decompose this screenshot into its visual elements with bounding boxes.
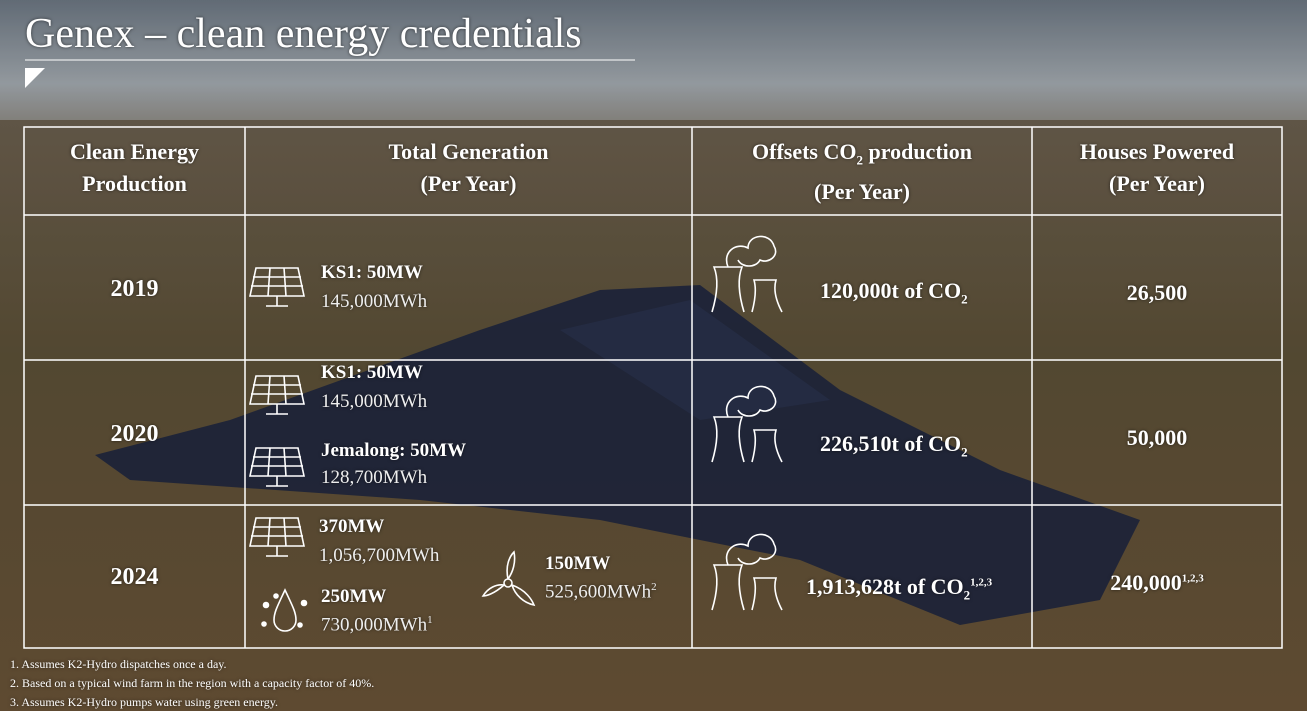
- header-cell: Houses Powered (Per Year): [1032, 136, 1282, 200]
- output: 1,056,700MWh: [319, 545, 439, 567]
- offset-text: 1,913,628t of CO: [806, 574, 964, 599]
- header-text: (Per Year): [421, 171, 517, 196]
- houses: 50,000: [1032, 425, 1282, 451]
- superscript: 1,2,3: [1182, 573, 1204, 585]
- footnote: 2. Based on a typical wind farm in the r…: [10, 676, 374, 691]
- subscript: 2: [961, 444, 968, 459]
- header-text: Clean Energy: [70, 139, 199, 164]
- header-text: Production: [82, 171, 187, 196]
- co2-offset: 1,913,628t of CO21,2,3: [806, 574, 992, 603]
- slide-title: Genex – clean energy credentials: [25, 10, 582, 58]
- output-text: 730,000MWh: [321, 614, 427, 635]
- subscript: 2: [856, 152, 863, 167]
- header-text: Houses Powered: [1080, 139, 1234, 164]
- background: [0, 0, 1307, 711]
- houses: 240,0001,2,3: [1032, 570, 1282, 596]
- subscript: 2: [961, 291, 968, 306]
- output: 145,000MWh: [321, 391, 427, 413]
- slide: Genex – clean energy credentials Clean E…: [0, 0, 1307, 711]
- offset-text: 226,510t of CO: [820, 431, 961, 456]
- houses-text: 240,000: [1110, 570, 1182, 595]
- header-cell: Clean Energy Production: [24, 136, 245, 200]
- header-text: (Per Year): [1109, 171, 1205, 196]
- houses: 26,500: [1032, 280, 1282, 306]
- header-text: Offsets CO: [752, 139, 856, 164]
- capacity: 150MW: [545, 553, 610, 575]
- year: 2024: [24, 564, 245, 591]
- superscript: 1: [427, 614, 433, 626]
- capacity: Jemalong: 50MW: [321, 440, 466, 462]
- footnote: 1. Assumes K2-Hydro dispatches once a da…: [10, 657, 227, 672]
- capacity: 370MW: [319, 516, 384, 538]
- offset-text: 120,000t of CO: [820, 278, 961, 303]
- co2-offset: 226,510t of CO2: [820, 431, 968, 460]
- superscript: 1,2,3: [970, 577, 992, 589]
- output: 145,000MWh: [321, 291, 427, 313]
- output: 525,600MWh2: [545, 581, 657, 603]
- header-cell: Total Generation (Per Year): [245, 136, 692, 200]
- year: 2020: [24, 421, 245, 448]
- output-text: 525,600MWh: [545, 581, 651, 602]
- capacity: 250MW: [321, 586, 386, 608]
- output: 128,700MWh: [321, 467, 427, 489]
- header-text: Total Generation: [389, 139, 549, 164]
- header-cell: Offsets CO2 production (Per Year): [692, 136, 1032, 208]
- header-text: production: [868, 139, 972, 164]
- superscript: 2: [651, 581, 657, 593]
- co2-offset: 120,000t of CO2: [820, 278, 968, 307]
- header-text: (Per Year): [814, 179, 910, 204]
- year: 2019: [24, 276, 245, 303]
- capacity: KS1: 50MW: [321, 262, 423, 284]
- capacity: KS1: 50MW: [321, 362, 423, 384]
- subscript: 2: [964, 587, 971, 602]
- footnote: 3. Assumes K2-Hydro pumps water using gr…: [10, 695, 278, 710]
- output: 730,000MWh1: [321, 614, 433, 636]
